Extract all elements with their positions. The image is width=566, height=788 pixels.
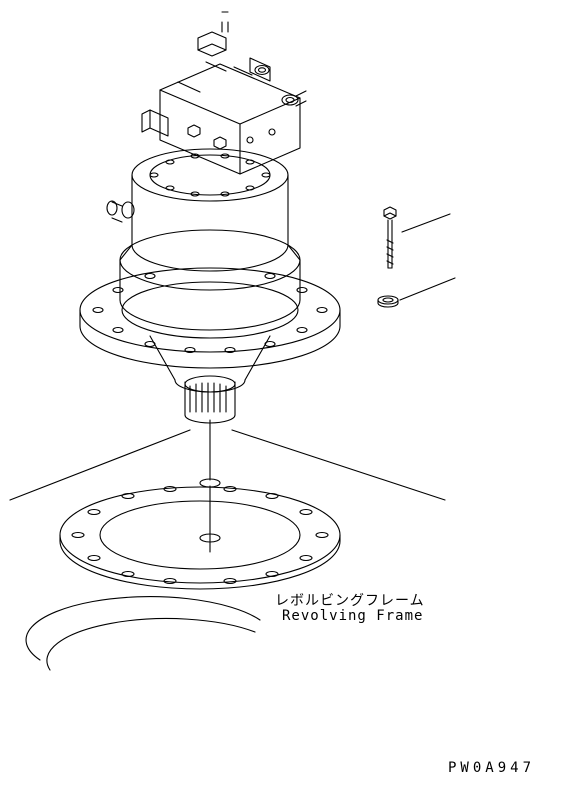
gearbox-body	[120, 230, 300, 330]
label-revolving-frame-jp: レボルビングフレーム	[275, 590, 425, 610]
diagram-canvas: レボルビングフレーム Revolving Frame PW0A947	[0, 0, 566, 788]
technical-drawing-svg	[0, 0, 566, 788]
centerline	[200, 420, 220, 552]
drawing-code: PW0A947	[448, 760, 535, 776]
motor-body-upper	[107, 149, 288, 271]
bolt-exploded	[384, 207, 450, 268]
frame-surface	[10, 430, 445, 500]
frame-bore-arc	[26, 597, 260, 670]
mounting-flange	[80, 268, 340, 423]
washer-exploded	[378, 278, 455, 307]
label-revolving-frame-en: Revolving Frame	[282, 608, 423, 624]
